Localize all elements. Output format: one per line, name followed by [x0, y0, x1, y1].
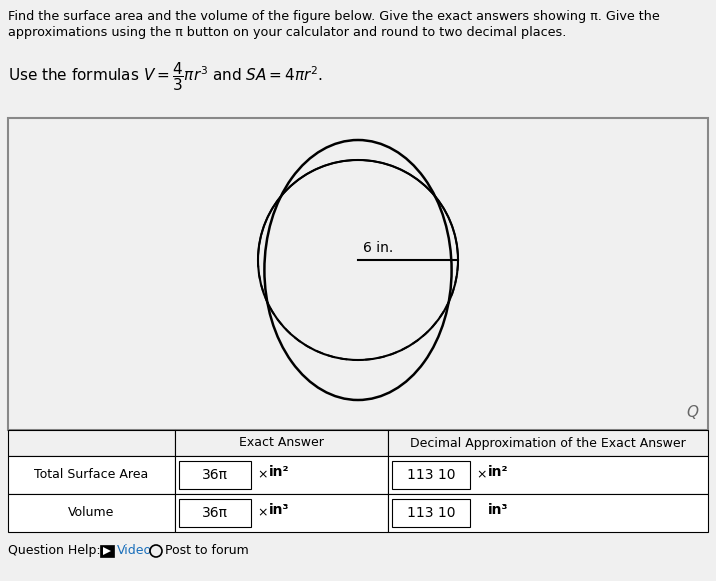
Bar	[8, 118, 708, 430]
Bar	[388, 430, 708, 456]
Text: in³: in³	[269, 503, 289, 517]
Text: ×: ×	[257, 468, 268, 482]
Text: Total Surface Area: Total Surface Area	[34, 468, 149, 482]
Text: Q: Q	[686, 405, 698, 420]
Text: in³: in³	[488, 503, 508, 517]
Text: ×: ×	[257, 507, 268, 519]
Bar	[388, 494, 708, 532]
Text: in²: in²	[488, 465, 508, 479]
Bar	[175, 494, 388, 532]
Bar	[179, 461, 251, 489]
Bar	[100, 545, 114, 557]
Bar	[8, 430, 175, 456]
Polygon shape	[103, 547, 111, 555]
Text: 113 10: 113 10	[407, 468, 455, 482]
Text: Question Help:: Question Help:	[8, 544, 101, 557]
Bar	[388, 456, 708, 494]
Bar	[392, 461, 470, 489]
Text: Exact Answer: Exact Answer	[239, 436, 324, 450]
Bar	[392, 499, 470, 527]
Text: Decimal Approximation of the Exact Answer: Decimal Approximation of the Exact Answe…	[410, 436, 686, 450]
Bar	[179, 499, 251, 527]
Text: Video: Video	[117, 544, 152, 557]
Text: 6 in.: 6 in.	[363, 241, 393, 255]
Bar	[8, 494, 175, 532]
Text: in²: in²	[269, 465, 289, 479]
Text: Use the formulas $V = \dfrac{4}{3}\pi r^3$ and $SA = 4\pi r^2$.: Use the formulas $V = \dfrac{4}{3}\pi r^…	[8, 60, 323, 93]
Text: 36π: 36π	[202, 468, 228, 482]
Text: Post to forum: Post to forum	[165, 544, 248, 557]
Bar	[175, 456, 388, 494]
Text: 113 10: 113 10	[407, 506, 455, 520]
Text: 36π: 36π	[202, 506, 228, 520]
Text: Find the surface area and the volume of the figure below. Give the exact answers: Find the surface area and the volume of …	[8, 10, 659, 23]
Bar	[175, 430, 388, 456]
Text: ×: ×	[476, 468, 486, 482]
Text: Volume: Volume	[68, 507, 115, 519]
Bar	[8, 456, 175, 494]
Text: approximations using the π button on your calculator and round to two decimal pl: approximations using the π button on you…	[8, 26, 566, 39]
